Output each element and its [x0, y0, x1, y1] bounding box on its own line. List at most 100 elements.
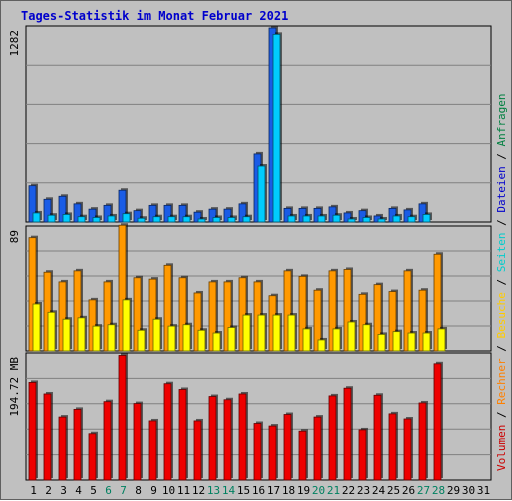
- panel-hits-files: [25, 25, 492, 223]
- bar-volumen-14: [223, 399, 232, 481]
- bar-dateien-27: [422, 214, 431, 223]
- bar-dateien-20: [317, 215, 326, 223]
- x-tick-label: 3: [60, 484, 67, 497]
- bar-besuche-13: [212, 332, 221, 352]
- y-axis-label-hits-files: 1282: [8, 30, 21, 57]
- bar-besuche-5: [92, 325, 101, 352]
- x-tick-label: 23: [357, 484, 370, 497]
- x-tick-label: 30: [462, 484, 475, 497]
- x-tick-label: 31: [477, 484, 490, 497]
- bar-seiten-8: [133, 277, 142, 352]
- bar-seiten-10: [163, 264, 172, 352]
- bar-volumen-4: [73, 408, 82, 481]
- bar-besuche-10: [167, 325, 176, 352]
- bar-volumen-22: [343, 387, 352, 481]
- bar-besuche-14: [227, 327, 236, 352]
- bar-besuche-11: [182, 324, 191, 352]
- x-tick-label: 10: [162, 484, 175, 497]
- bar-dateien-2: [47, 214, 56, 223]
- bar-volumen-23: [358, 429, 367, 481]
- bar-dateien-25: [392, 215, 401, 223]
- bar-volumen-19: [298, 430, 307, 481]
- bar-seiten-23: [358, 293, 367, 352]
- bar-anfragen-7: [118, 189, 127, 223]
- bar-besuche-3: [62, 318, 71, 352]
- right-legend: Volumen / Rechner / Besuche / Seiten / D…: [495, 93, 508, 471]
- bar-dateien-21: [332, 214, 341, 223]
- bar-dateien-17: [272, 33, 281, 223]
- bar-besuche-22: [347, 321, 356, 352]
- bar-volumen-17: [268, 425, 277, 481]
- bar-dateien-4: [77, 216, 86, 223]
- x-tick-label: 19: [297, 484, 310, 497]
- legend-entry: Rechner: [495, 358, 508, 405]
- bar-anfragen-9: [148, 204, 157, 223]
- bar-dateien-3: [62, 214, 71, 223]
- x-tick-label: 28: [432, 484, 445, 497]
- bar-dateien-10: [167, 216, 176, 223]
- x-tick-label: 16: [252, 484, 265, 497]
- x-tick-label: 11: [177, 484, 190, 497]
- bar-besuche-18: [287, 314, 296, 352]
- bar-volumen-11: [178, 389, 187, 481]
- bar-besuche-27: [422, 332, 431, 352]
- x-tick-label: 15: [237, 484, 250, 497]
- panel-pages-visits: [25, 223, 492, 352]
- bar-dateien-14: [227, 217, 236, 223]
- bar-seiten-13: [208, 281, 217, 352]
- x-tick-label: 5: [90, 484, 97, 497]
- legend-entry: /: [495, 272, 508, 292]
- legend-entry: /: [495, 339, 508, 359]
- bar-dateien-12: [197, 218, 206, 223]
- bar-anfragen-2: [43, 198, 52, 223]
- bar-besuche-21: [332, 328, 341, 352]
- bar-anfragen-3: [58, 195, 67, 223]
- bar-dateien-11: [182, 216, 191, 223]
- bar-volumen-20: [313, 416, 322, 481]
- x-tick-label: 7: [120, 484, 127, 497]
- bar-anfragen-6: [103, 204, 112, 223]
- bar-seiten-11: [178, 277, 187, 352]
- x-tick-label: 6: [105, 484, 112, 497]
- y-axis-label-pages-visits: 89: [8, 230, 21, 243]
- bar-volumen-1: [28, 382, 37, 481]
- bar-besuche-20: [317, 339, 326, 352]
- x-tick-label: 26: [402, 484, 415, 497]
- bar-volumen-27: [418, 402, 427, 481]
- bar-dateien-13: [212, 217, 221, 223]
- plot-layer: [25, 25, 492, 481]
- bar-shadow: [350, 216, 357, 220]
- x-tick-label: 1: [30, 484, 37, 497]
- bar-seiten-3: [58, 281, 67, 352]
- bar-besuche-1: [32, 303, 41, 352]
- bar-volumen-12: [193, 420, 202, 481]
- bar-besuche-23: [362, 324, 371, 352]
- bar-shadow: [200, 216, 207, 220]
- legend-entry: /: [495, 213, 508, 233]
- bar-dateien-23: [362, 217, 371, 223]
- bar-seiten-12: [193, 292, 202, 352]
- bar-dateien-22: [347, 218, 356, 223]
- bar-dateien-5: [92, 217, 101, 223]
- bar-seiten-19: [298, 275, 307, 352]
- bar-seiten-14: [223, 281, 232, 352]
- x-tick-labels: 1 2 3 4 5 6 7 8 9 10 11 12 13 14 15 16 17 18 19 20 21 22 23 24 2…: [30, 484, 490, 497]
- x-tick-label: 20: [312, 484, 325, 497]
- x-tick-label: 18: [282, 484, 295, 497]
- bar-besuche-15: [242, 314, 251, 352]
- bar-dateien-18: [287, 215, 296, 223]
- bar-seiten-20: [313, 289, 322, 352]
- x-tick-label: 21: [327, 484, 340, 497]
- bar-volumen-3: [58, 416, 67, 481]
- legend-entry: Volumen: [495, 425, 508, 471]
- bar-seiten-1: [28, 237, 37, 352]
- bar-volumen-16: [253, 423, 262, 481]
- bar-seiten-27: [418, 289, 427, 352]
- bar-besuche-17: [272, 314, 281, 352]
- bar-seiten-9: [148, 278, 157, 352]
- x-tick-label: 2: [45, 484, 52, 497]
- bar-volumen-15: [238, 393, 247, 481]
- legend-entry: Anfragen: [495, 93, 508, 146]
